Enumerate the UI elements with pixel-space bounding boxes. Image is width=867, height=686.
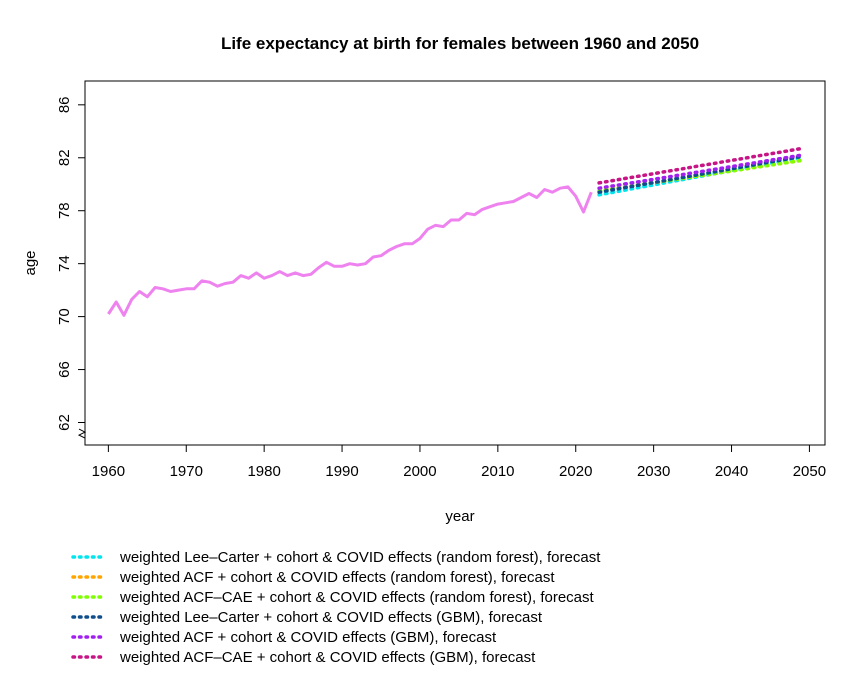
y-axis-label: age <box>22 250 39 275</box>
forecast-series-line-5 <box>597 153 804 190</box>
legend-entry: weighted ACF–CAE + cohort & COVID effect… <box>119 649 536 666</box>
y-axis: 62 66 70 74 78 82 86 <box>56 96 87 439</box>
x-tick-label: 1960 <box>92 463 125 480</box>
forecast-series-line-1 <box>597 156 804 197</box>
legend-entry: weighted ACF + cohort & COVID effects (r… <box>119 569 555 586</box>
legend-entry: weighted ACF–CAE + cohort & COVID effect… <box>119 589 595 606</box>
legend-entry: weighted ACF + cohort & COVID effects (G… <box>119 629 497 646</box>
plot-frame <box>84 80 826 446</box>
y-tick-label: 62 <box>56 414 73 431</box>
x-tick-label: 2010 <box>481 463 514 480</box>
x-tick-label: 2050 <box>793 463 826 480</box>
x-tick-label: 1980 <box>247 463 280 480</box>
y-tick-label: 74 <box>56 255 73 272</box>
chart-title: Life expectancy at birth for females bet… <box>221 34 699 53</box>
forecast-series-line-4 <box>597 154 804 194</box>
series-layer <box>107 146 804 317</box>
legend-entry: weighted Lee–Carter + cohort & COVID eff… <box>119 609 543 626</box>
y-tick-label: 66 <box>56 361 73 378</box>
x-tick-label: 2000 <box>403 463 436 480</box>
legend: weighted Lee–Carter + cohort & COVID eff… <box>71 549 601 666</box>
y-tick-label: 78 <box>56 202 73 219</box>
x-tick-label: 1990 <box>325 463 358 480</box>
y-axis-break <box>77 428 87 439</box>
legend-entry: weighted Lee–Carter + cohort & COVID eff… <box>119 549 601 566</box>
x-tick-label: 2040 <box>715 463 748 480</box>
y-tick-label: 70 <box>56 308 73 325</box>
x-axis-label: year <box>445 508 474 525</box>
x-tick-label: 1970 <box>170 463 203 480</box>
forecast-series-line-6 <box>597 146 804 185</box>
y-tick-label: 86 <box>56 96 73 113</box>
y-tick-label: 82 <box>56 149 73 166</box>
x-tick-label: 2030 <box>637 463 670 480</box>
x-tick-label: 2020 <box>559 463 592 480</box>
x-axis: 1960 1970 1980 1990 2000 2010 2020 2030 2040 2050 <box>92 445 826 480</box>
historical-series-line <box>107 185 593 317</box>
